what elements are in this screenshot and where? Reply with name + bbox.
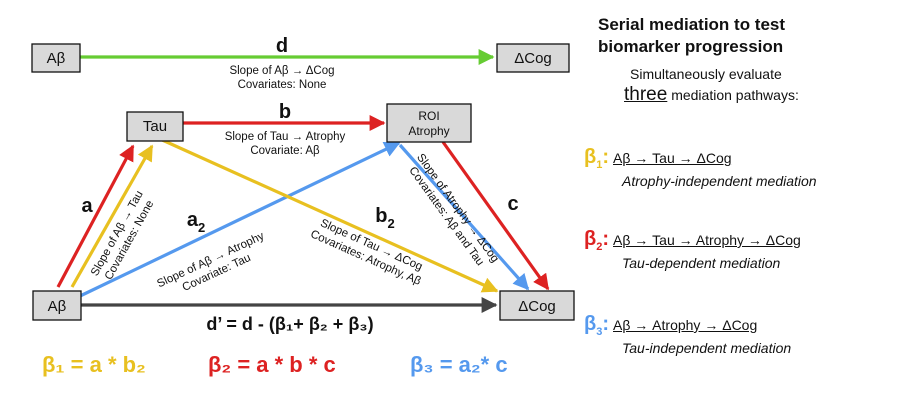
label-c: c (507, 193, 518, 215)
caption-b-line1: Slope of Tau → Atrophy (225, 131, 346, 143)
svg-text:Aβ: Aβ (48, 298, 67, 315)
pathway-beta3: β3: Aβ → Atrophy → ΔCog Tau-independent m… (584, 313, 791, 356)
pathway-beta2-path: Aβ → Tau → Atrophy → ΔCog (613, 232, 801, 248)
caption-c-line2: Covariates: Aβ and Tau (406, 165, 486, 268)
pathway-beta2-symbol: β2: (584, 228, 610, 253)
panel-title-line2: biomarker progression (598, 37, 784, 56)
arrow-c (441, 141, 550, 291)
svg-text:ΔCog: ΔCog (514, 50, 552, 67)
svg-text:ROI: ROI (418, 109, 439, 123)
svg-text:Aβ: Aβ (47, 50, 66, 67)
pathway-beta2-desc: Tau-dependent mediation (622, 255, 781, 271)
legend-panel: Serial mediation to test biomarker progr… (584, 14, 884, 106)
panel-title-line1: Serial mediation to test (598, 15, 786, 34)
caption-c-line1: Slope of Atrophy → ΔCog (414, 152, 501, 265)
panel-subtitle: Simultaneously evaluate (630, 66, 782, 82)
pathway-beta1-desc: Atrophy-independent mediation (622, 173, 817, 189)
label-b: b (279, 101, 291, 123)
panel-subtitle-rest: mediation pathways: (667, 87, 799, 103)
equation-beta3: β₃ = a₂* c (410, 352, 508, 377)
dprime-equation: d’ = d - (β₁+ β₂ + β₃) (206, 314, 373, 334)
pathway-beta3-path: Aβ → Atrophy → ΔCog (613, 317, 758, 333)
equation-beta1: β₁ = a * b₂ (42, 352, 146, 377)
arrow-c-blue (398, 143, 530, 291)
arrow-a (56, 144, 135, 288)
node-roi-atrophy: ROI Atrophy (386, 103, 472, 143)
arrow-b2 (159, 137, 499, 293)
pathway-beta2: β2: Aβ → Tau → Atrophy → ΔCog Tau-depende… (584, 228, 801, 271)
label-d: d (276, 35, 288, 57)
svg-text:ΔCog: ΔCog (518, 298, 556, 315)
node-ab-bottom: Aβ (32, 290, 82, 321)
svg-text:Atrophy: Atrophy (408, 124, 449, 138)
label-a2: a2 (187, 209, 205, 235)
panel-subtitle-2: three mediation pathways: (624, 84, 884, 106)
label-a: a (81, 195, 93, 217)
three-word: three (624, 84, 668, 105)
pathway-beta3-desc: Tau-independent mediation (622, 340, 792, 356)
node-tau: Tau (126, 111, 184, 142)
arrow-a2 (77, 141, 401, 299)
node-dcog-bottom: ΔCog (499, 290, 575, 321)
node-ab-top: Aβ (31, 43, 81, 73)
equation-beta2: β₂ = a * b * c (208, 352, 336, 377)
pathway-beta3-symbol: β3: (584, 313, 610, 338)
arrow-a-yellow (70, 144, 154, 288)
label-b2: b2 (375, 205, 394, 231)
pathway-beta1-path: Aβ → Tau → ΔCog (613, 150, 732, 166)
caption-d-line2: Covariates: None (238, 79, 327, 91)
caption-d-line1: Slope of Aβ → ΔCog (229, 65, 334, 77)
pathway-beta1-symbol: β1: (584, 146, 610, 171)
pathway-beta1: β1: Aβ → Tau → ΔCog Atrophy-independent m… (584, 146, 817, 189)
node-dcog-top: ΔCog (496, 43, 570, 73)
svg-text:Tau: Tau (143, 118, 167, 135)
caption-b-line2: Covariate: Aβ (250, 145, 320, 157)
